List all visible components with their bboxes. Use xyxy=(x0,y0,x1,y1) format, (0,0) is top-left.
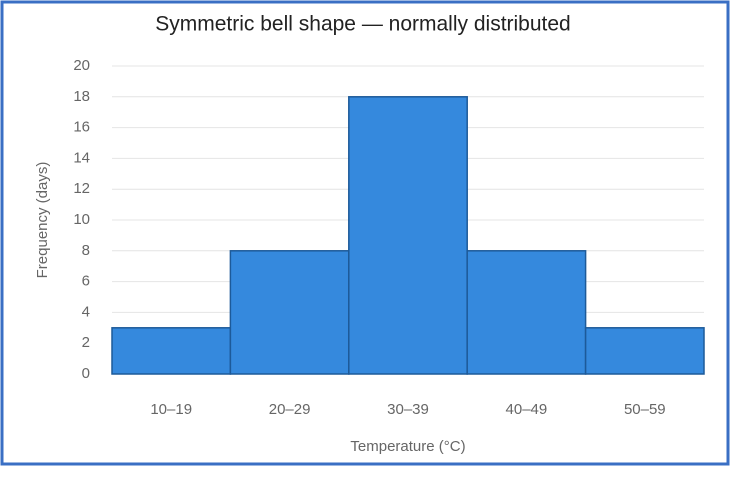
y-tick-label: 8 xyxy=(82,242,90,259)
y-tick-label: 2 xyxy=(82,334,90,351)
y-tick-label: 4 xyxy=(82,303,90,320)
x-tick-label: 30–39 xyxy=(387,401,429,418)
y-tick-label: 20 xyxy=(73,57,90,74)
y-tick-label: 0 xyxy=(82,365,90,382)
y-tick-label: 12 xyxy=(73,180,90,197)
chart-title: Symmetric bell shape — normally distribu… xyxy=(155,13,571,36)
bar xyxy=(584,327,705,375)
x-tick-label: 20–29 xyxy=(269,401,311,418)
y-tick-label: 16 xyxy=(73,119,90,136)
bar xyxy=(229,250,350,375)
x-tick-label: 50–59 xyxy=(624,401,666,418)
x-axis-label: Temperature (°C) xyxy=(350,438,465,455)
bar xyxy=(348,96,468,375)
y-tick-label: 14 xyxy=(73,149,90,166)
y-tick-label: 10 xyxy=(73,211,90,228)
y-tick-label: 6 xyxy=(82,273,90,290)
bar xyxy=(466,250,587,375)
y-axis-label: Frequency (days) xyxy=(34,162,51,279)
x-tick-label: 10–19 xyxy=(150,401,192,418)
x-tick-label: 40–49 xyxy=(506,401,548,418)
bar xyxy=(111,327,232,375)
y-tick-label: 18 xyxy=(73,88,90,105)
